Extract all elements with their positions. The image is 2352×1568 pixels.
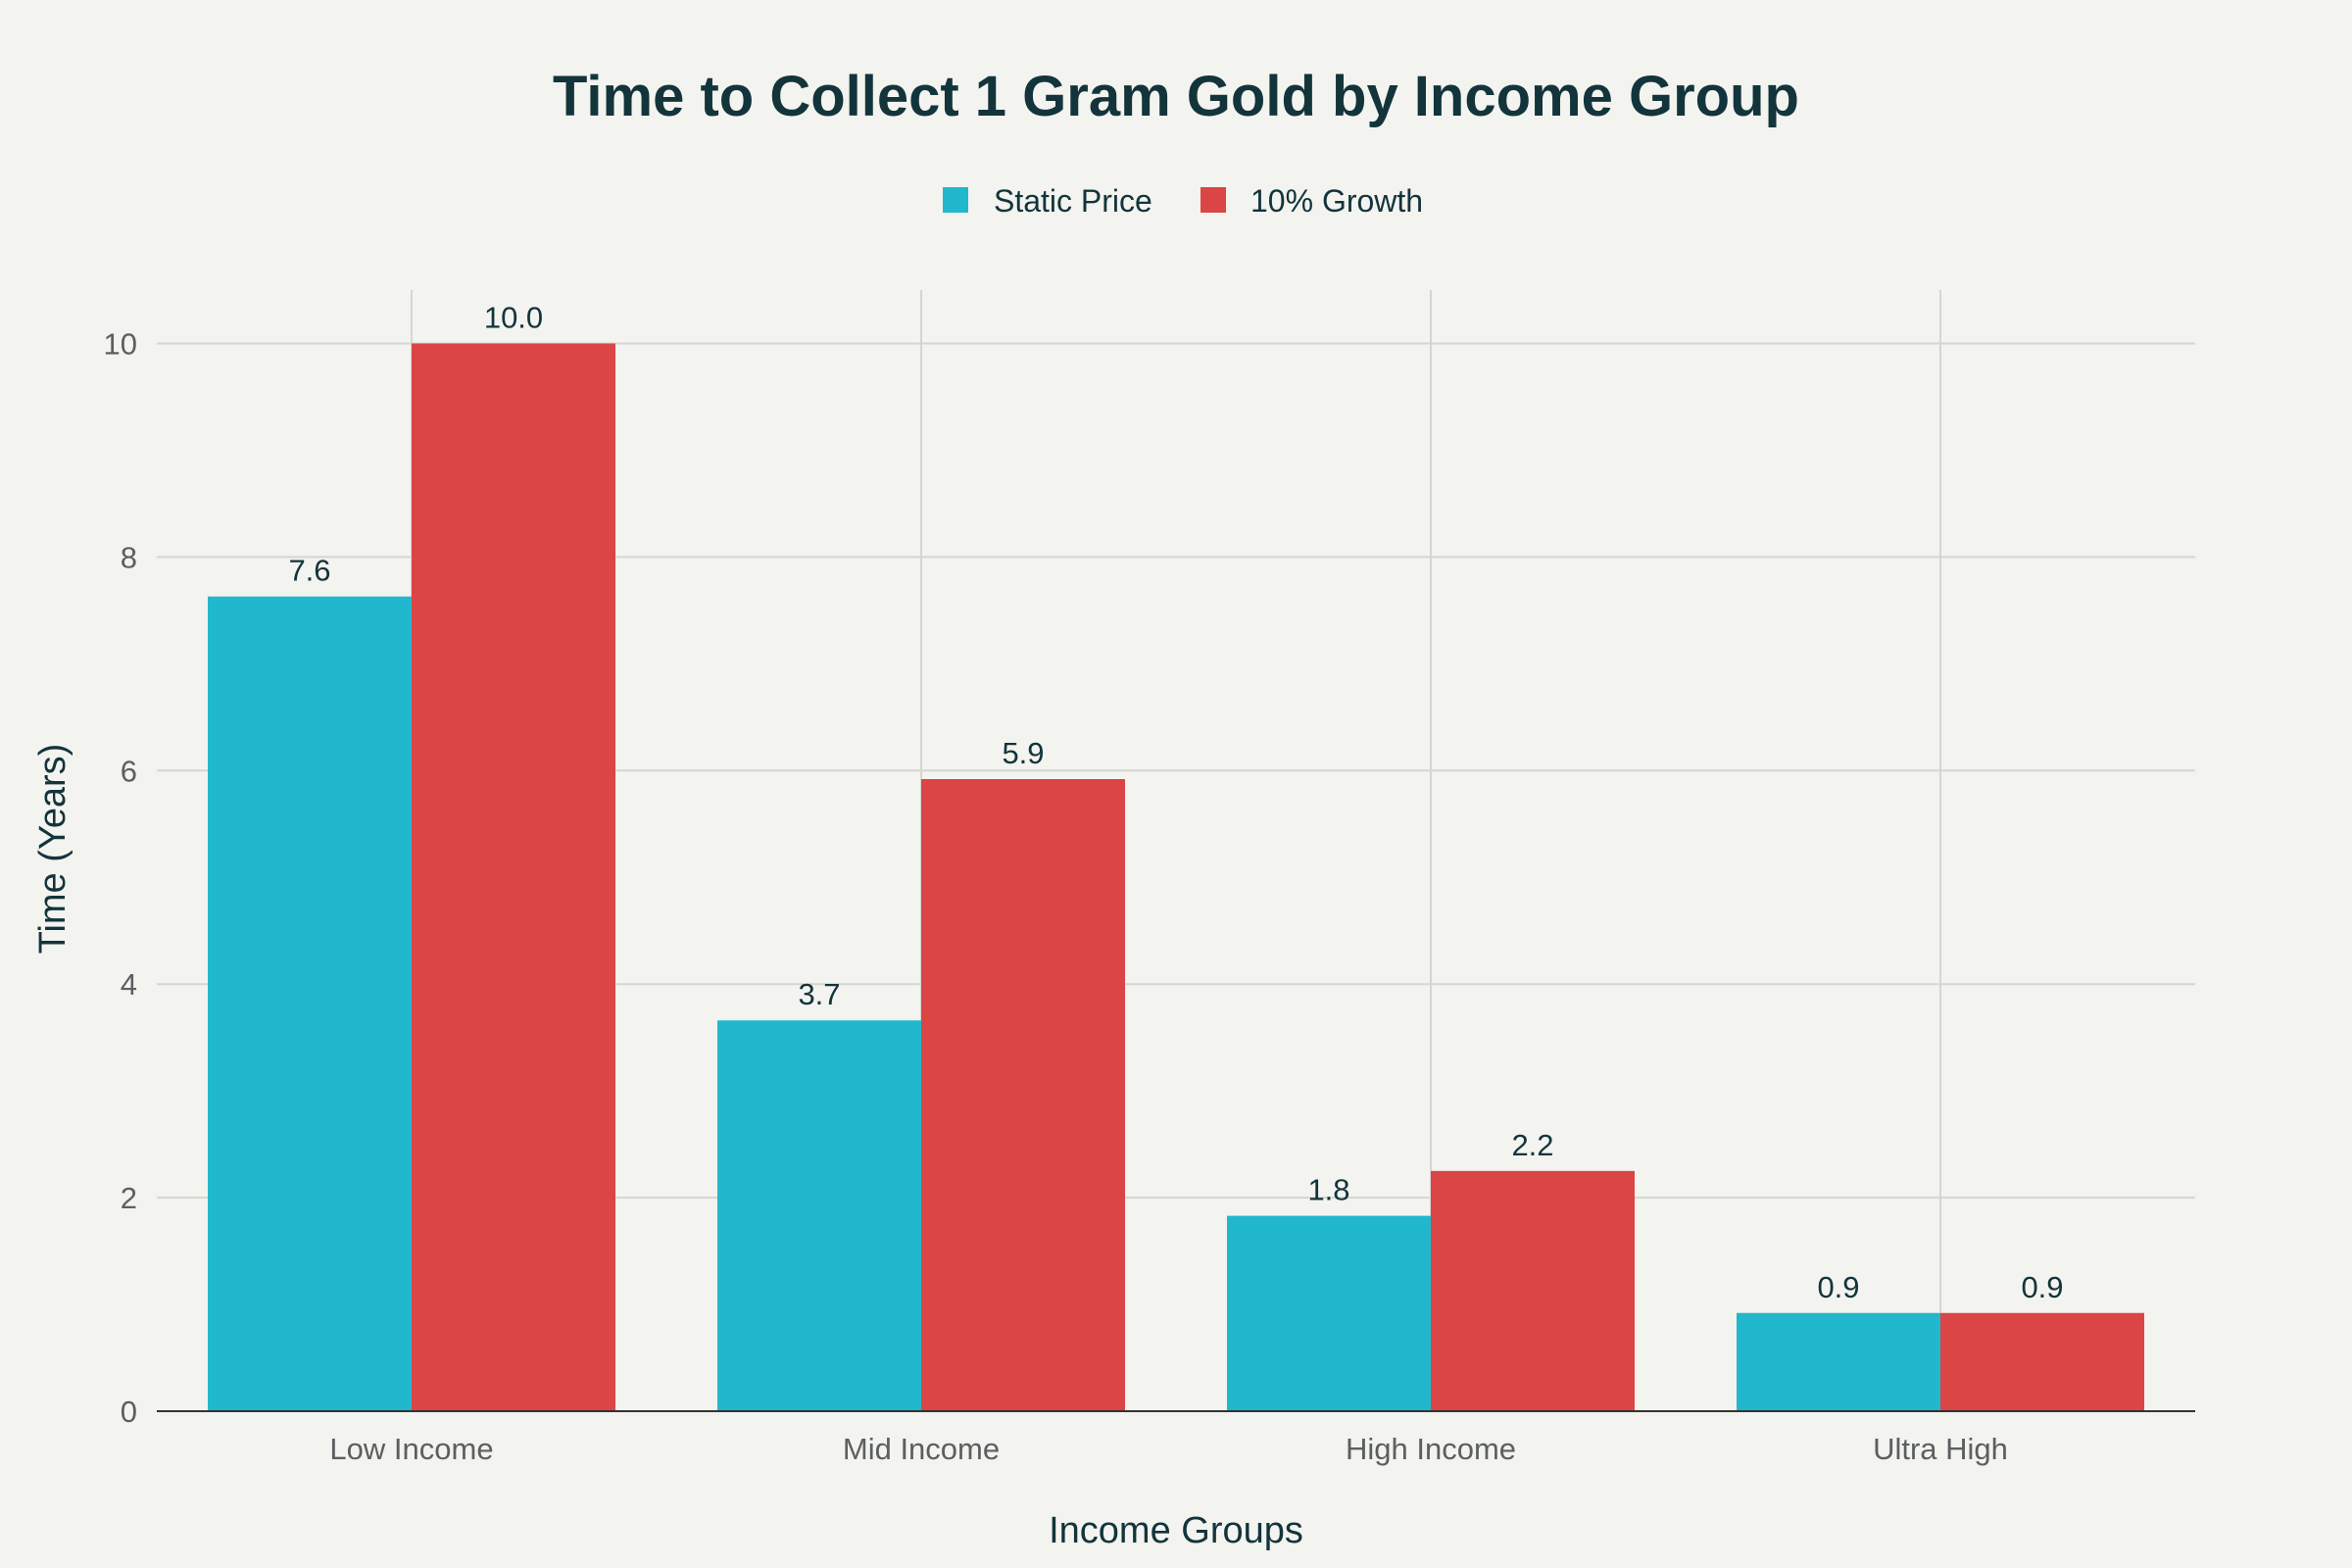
data-label: 5.9: [1002, 736, 1044, 770]
x-tick-label: Low Income: [329, 1432, 493, 1466]
axis-ticks: 0 2 4 6 8 10 Low Income Mid Income High Income Ul…: [104, 326, 2008, 1466]
data-labels: 7.6 3.7 1.8 0.9 10.0 5.9 2.2 0.9: [288, 300, 2063, 1303]
data-label: 1.8: [1307, 1173, 1349, 1207]
data-label: 7.6: [288, 554, 330, 588]
y-tick-label: 4: [121, 967, 137, 1002]
y-tick-label: 2: [121, 1181, 137, 1215]
y-tick-label: 0: [121, 1395, 137, 1429]
legend-swatch-growth: [1200, 187, 1226, 213]
bar-10-growth-mid-income: [921, 779, 1125, 1411]
legend: Static Price 10% Growth: [943, 183, 1423, 219]
legend-label-growth: 10% Growth: [1250, 183, 1423, 219]
x-axis-title: Income Groups: [1049, 1510, 1303, 1551]
y-tick-label: 6: [121, 754, 137, 788]
bar-10-growth-low-income: [412, 343, 615, 1411]
x-tick-label: Ultra High: [1873, 1432, 2008, 1466]
data-label: 3.7: [798, 977, 840, 1011]
x-tick-label: High Income: [1346, 1432, 1516, 1466]
legend-label-static-price: Static Price: [994, 183, 1152, 219]
bar-10-growth-high-income: [1431, 1170, 1635, 1411]
data-label: 0.9: [2021, 1270, 2063, 1304]
y-tick-label: 8: [121, 540, 137, 574]
bar-static-price-mid-income: [717, 1020, 921, 1411]
bars: [208, 343, 2144, 1411]
data-label: 10.0: [484, 300, 543, 334]
x-tick-label: Mid Income: [843, 1432, 1000, 1466]
data-label: 2.2: [1511, 1128, 1553, 1162]
bar-10-growth-ultra-high: [1940, 1312, 2144, 1411]
y-axis-title: Time (Years): [32, 744, 74, 955]
chart-title: Time to Collect 1 Gram Gold by Income Gr…: [553, 65, 1799, 128]
bar-static-price-high-income: [1227, 1215, 1431, 1411]
bar-static-price-low-income: [208, 596, 412, 1411]
bar-static-price-ultra-high: [1737, 1312, 1940, 1411]
legend-swatch-static-price: [943, 187, 968, 213]
data-label: 0.9: [1817, 1270, 1859, 1304]
y-tick-label: 10: [104, 326, 137, 361]
